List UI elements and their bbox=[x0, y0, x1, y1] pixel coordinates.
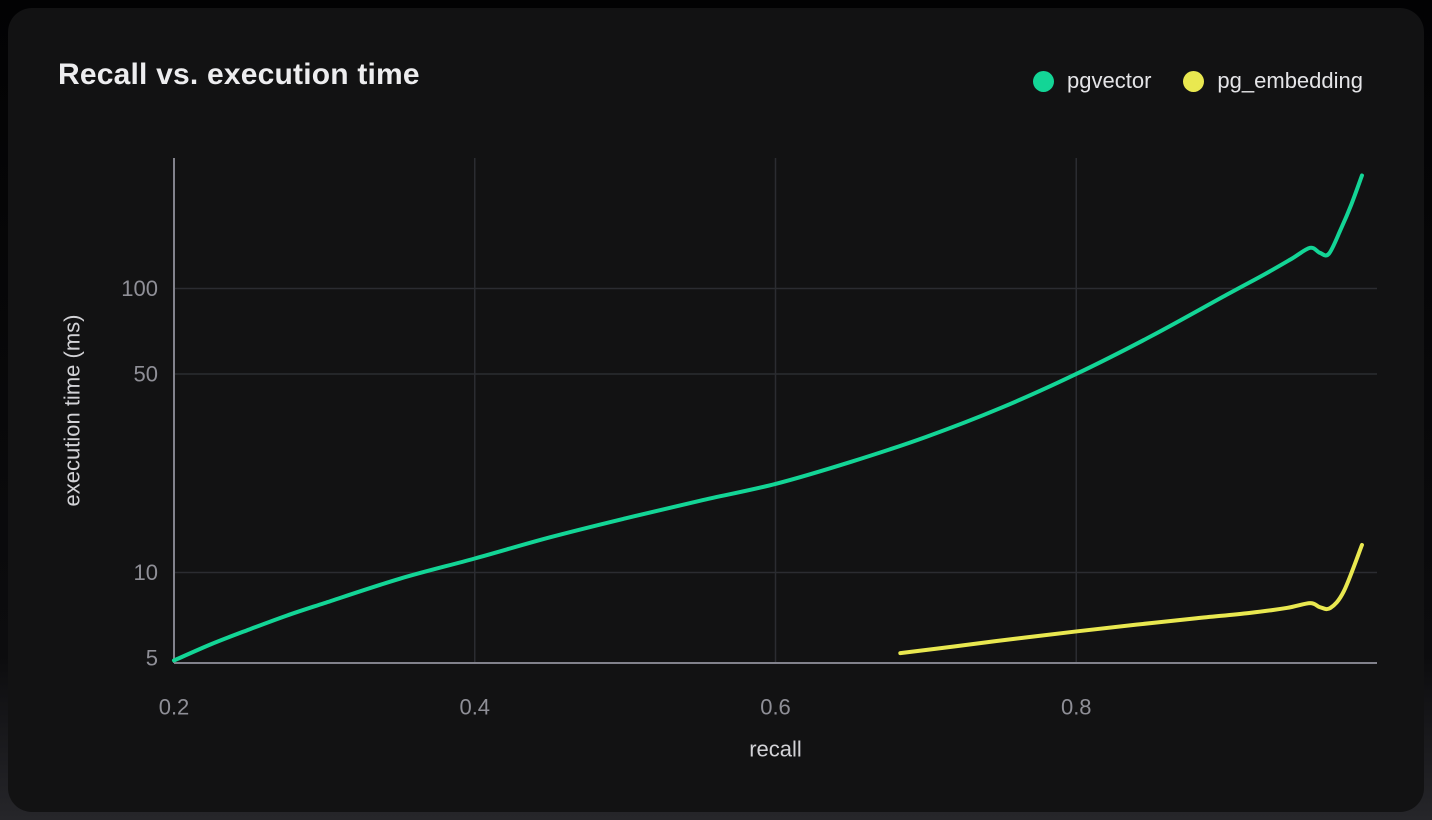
x-axis-title: recall bbox=[749, 737, 802, 762]
legend-label-pgvector: pgvector bbox=[1067, 68, 1152, 93]
chart-title: Recall vs. execution time bbox=[58, 58, 420, 91]
y-tick-label: 50 bbox=[134, 361, 158, 386]
x-tick-label: 0.8 bbox=[1061, 695, 1092, 720]
legend-item-pgvector[interactable]: pgvector bbox=[1033, 68, 1151, 94]
y-tick-label: 100 bbox=[121, 276, 158, 301]
y-tick-label: 10 bbox=[134, 560, 158, 585]
x-tick-label: 0.2 bbox=[159, 695, 190, 720]
chart-card bbox=[8, 8, 1424, 812]
legend-dot-pg-embedding bbox=[1183, 70, 1205, 92]
y-tick-label: 5 bbox=[146, 645, 158, 670]
legend-dot-pgvector bbox=[1033, 70, 1055, 92]
legend-item-pg-embedding[interactable]: pg_embedding bbox=[1183, 68, 1363, 94]
series-line-pgvector bbox=[172, 173, 1364, 663]
legend-label-pg-embedding: pg_embedding bbox=[1217, 68, 1363, 93]
x-tick-label: 0.6 bbox=[760, 695, 791, 720]
x-tick-label: 0.4 bbox=[459, 695, 490, 720]
y-axis-title: execution time (ms) bbox=[60, 315, 85, 507]
chart-legend: pgvector pg_embedding bbox=[1033, 68, 1363, 94]
series-line-pg_embedding bbox=[898, 542, 1364, 656]
